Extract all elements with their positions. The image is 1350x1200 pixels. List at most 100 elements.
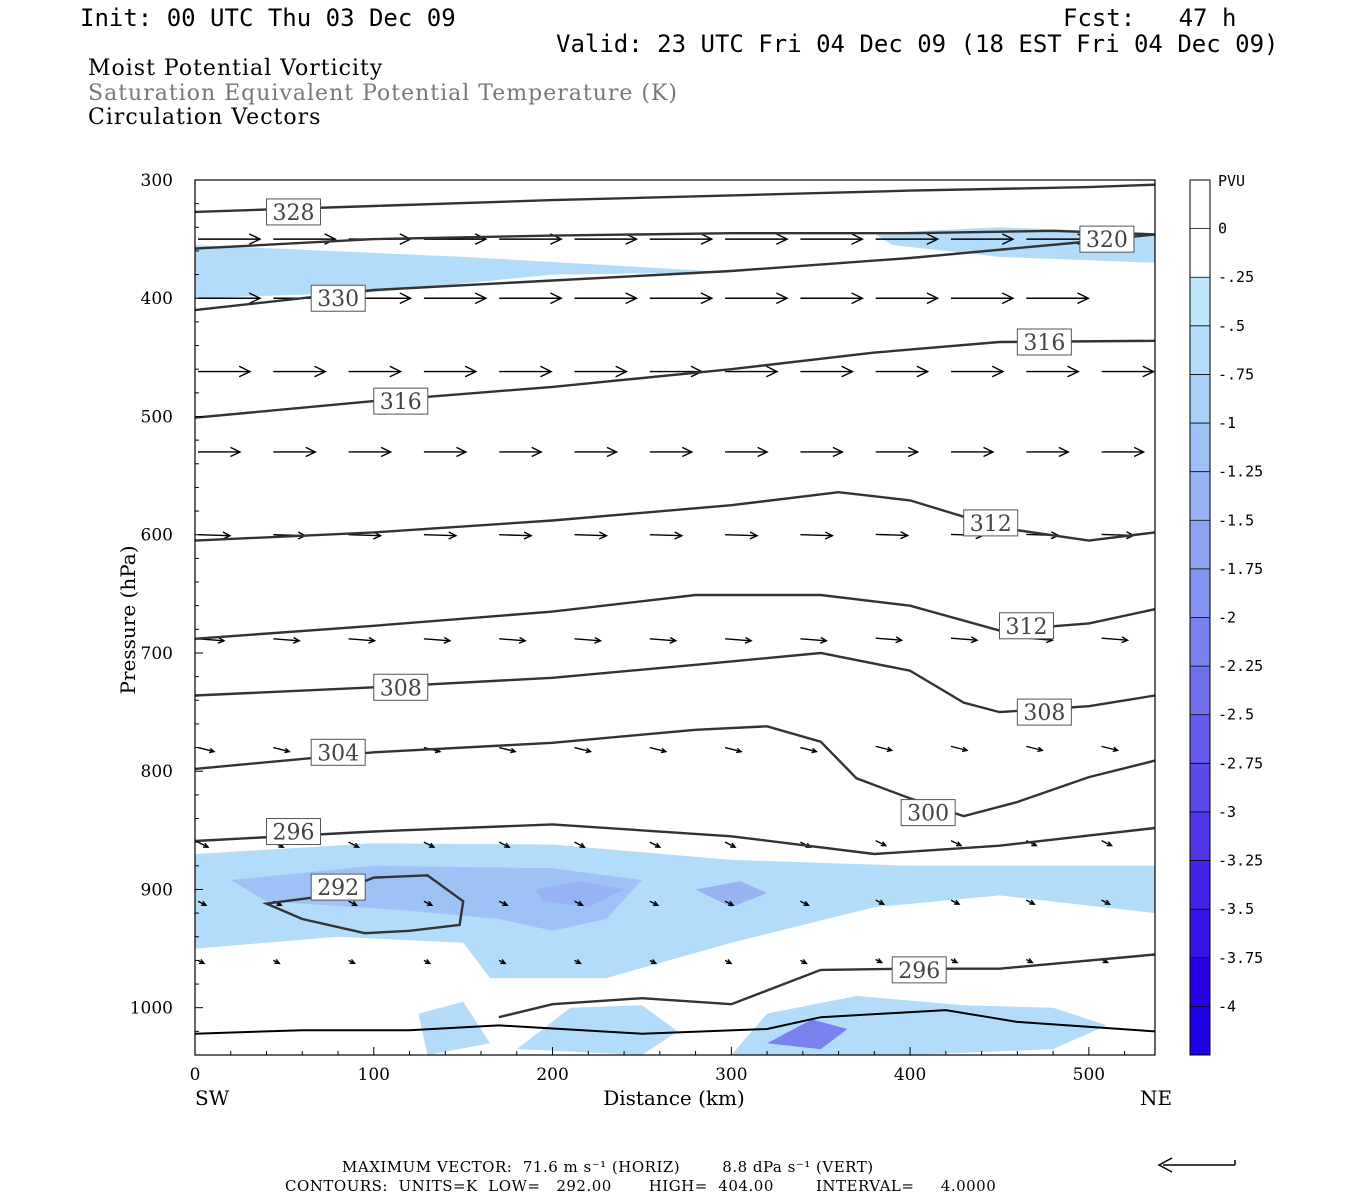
x-tick-label-2: 200 — [536, 1065, 568, 1085]
colorbar-swatch-3 — [1190, 325, 1210, 375]
colorbar-swatch-1 — [1190, 228, 1210, 278]
colorbar-label-0: 0 — [1218, 220, 1227, 238]
vector-arrow-110 — [800, 900, 810, 907]
vector-arrow-125 — [950, 958, 959, 964]
vector-arrow-84 — [800, 746, 818, 754]
vector-arrow-65 — [348, 636, 377, 644]
colorbar-label-5: -1.25 — [1218, 463, 1263, 481]
vector-arrow-66 — [423, 636, 452, 644]
vector-arrow-17 — [574, 292, 639, 305]
vector-arrow-25 — [273, 365, 327, 378]
axes: 0 100 200 300 400 500 300 400 500 600 700 800 900 100… — [130, 171, 1156, 1085]
vector-arrow-108 — [649, 900, 660, 907]
vector-arrow-28 — [499, 365, 553, 378]
init-time: Init: 00 UTC Thu 03 Dec 09 — [80, 4, 456, 32]
isentrope-label-9: 304 — [317, 741, 359, 766]
vector-arrow-73 — [950, 636, 979, 644]
colorbar-swatch-15 — [1190, 909, 1210, 958]
vector-arrow-89 — [197, 841, 210, 848]
vector-arrow-64 — [273, 636, 301, 644]
vector-arrow-21 — [875, 292, 940, 305]
vector-arrow-116 — [272, 958, 281, 965]
x-axis-label: Distance (km) — [603, 1086, 745, 1110]
isentrope-label-7: 308 — [380, 676, 422, 701]
vector-arrow-107 — [574, 900, 584, 907]
isentrope-label-13: 292 — [317, 876, 359, 901]
vector-arrow-20 — [800, 292, 865, 305]
vector-arrow-83 — [724, 746, 743, 754]
vector-arrow-49 — [1101, 446, 1146, 458]
vector-arrow-72 — [875, 636, 904, 644]
vector-arrow-29 — [574, 365, 629, 378]
vector-arrow-3 — [423, 233, 488, 245]
isentrope-label-11: 296 — [273, 821, 315, 846]
forecast-hour: Fcst: 47 h — [1063, 4, 1237, 32]
x-tick-label-1: 100 — [358, 1065, 390, 1085]
isentrope-3 — [194, 339, 1156, 419]
vector-arrow-18 — [649, 292, 714, 305]
colorbar-label-9: -2.25 — [1218, 657, 1263, 675]
isentrope-label-box-3 — [1016, 328, 1072, 356]
colorbar-swatch-4 — [1190, 374, 1210, 424]
vector-arrow-117 — [348, 958, 357, 965]
y-tick-label-0: 300 — [141, 171, 173, 191]
colorbar-swatch-2 — [1190, 277, 1210, 326]
vector-arrow-16 — [499, 292, 563, 305]
colorbar-label-11: -2.75 — [1218, 754, 1263, 772]
colorbar-label-13: -3.25 — [1218, 852, 1263, 870]
vector-arrow-121 — [649, 958, 658, 965]
vector-arrow-101 — [1101, 840, 1114, 847]
vector-arrow-102 — [197, 900, 208, 907]
surface-line — [194, 1009, 1156, 1035]
vector-arrow-48 — [1026, 446, 1070, 458]
vector-arrow-57 — [725, 531, 759, 540]
vector-arrow-58 — [800, 531, 835, 540]
vector-arrow-23 — [1026, 292, 1090, 305]
colorbar-swatch-10 — [1190, 666, 1210, 715]
field-title-thetae: Saturation Equivalent Potential Temperat… — [88, 81, 678, 106]
valid-time: Valid: 23 UTC Fri 04 Dec 09 (18 EST Fri … — [556, 30, 1279, 58]
colorbar-label-8: -2 — [1218, 609, 1236, 627]
vector-arrow-99 — [950, 840, 963, 847]
isentrope-0 — [194, 183, 1156, 214]
vector-arrow-109 — [724, 900, 735, 907]
isentrope-label-3: 316 — [1023, 331, 1065, 356]
colorbar-swatch-6 — [1190, 471, 1210, 521]
vector-arrow-124 — [875, 958, 884, 964]
y-tick-label-1: 400 — [141, 289, 173, 309]
colorbar-swatch-5 — [1190, 423, 1210, 472]
vector-arrow-111 — [875, 899, 886, 905]
pv-region-9 — [767, 1019, 848, 1050]
vector-arrow-91 — [348, 841, 361, 848]
vector-arrow-33 — [875, 365, 930, 378]
isentrope-label-box-10 — [900, 799, 956, 827]
colorbar-label-14: -3.5 — [1218, 900, 1254, 918]
isentrope-label-box-0 — [266, 198, 322, 226]
vector-arrow-34 — [951, 365, 1005, 378]
isentrope-label-box-4 — [373, 387, 429, 415]
vector-arrow-42 — [574, 446, 619, 458]
colorbar-swatch-9 — [1190, 617, 1210, 667]
vector-arrow-38 — [273, 446, 317, 458]
vector-arrow-81 — [574, 746, 593, 754]
vector-arrow-122 — [724, 958, 733, 965]
colorbar-swatch-17 — [1190, 1006, 1210, 1055]
vector-arrow-82 — [649, 746, 668, 754]
colorbar-label-16: -4 — [1218, 997, 1236, 1015]
vector-arrow-19 — [725, 292, 789, 305]
x-axis-right-label: NE — [1140, 1086, 1172, 1110]
vector-arrow-31 — [725, 365, 779, 378]
vector-arrow-59 — [875, 531, 910, 540]
colorbar-swatch-8 — [1190, 568, 1210, 618]
vector-arrow-126 — [1025, 958, 1034, 964]
colorbar-swatch-16 — [1190, 957, 1210, 1007]
vector-arrow-88 — [1101, 745, 1120, 753]
vector-arrow-37 — [198, 446, 242, 458]
y-tick-label-2: 500 — [141, 407, 173, 427]
isentrope-label-2: 330 — [317, 287, 359, 312]
isentrope-label-8: 308 — [1023, 701, 1065, 726]
vector-arrow-35 — [1026, 365, 1080, 378]
vector-arrow-8 — [800, 233, 865, 245]
colorbar-swatch-7 — [1190, 520, 1210, 569]
isentrope-label-box-7 — [373, 673, 429, 701]
